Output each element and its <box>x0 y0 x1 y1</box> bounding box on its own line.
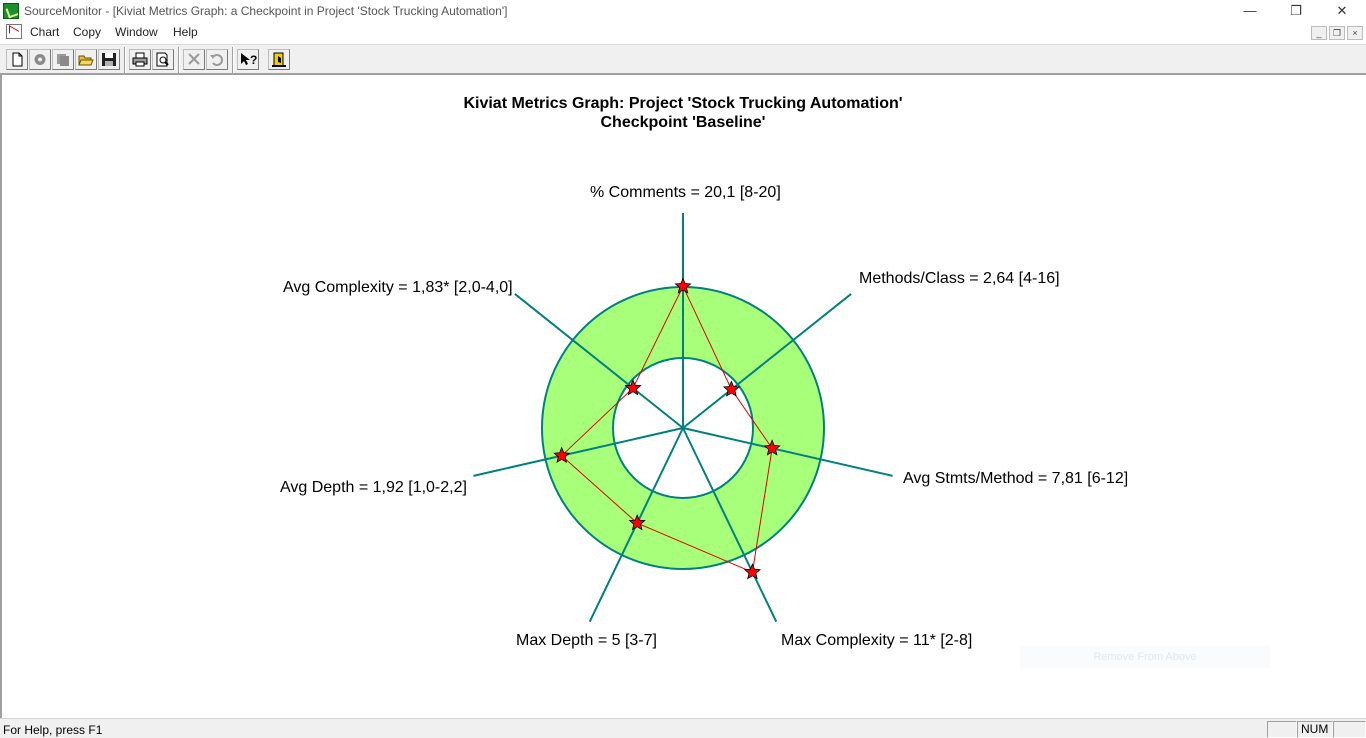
chart-title-line2: Checkpoint 'Baseline' <box>600 114 766 131</box>
axis-line-max-complexity <box>682 427 778 623</box>
metrics-polygon <box>560 285 773 573</box>
sourcemonitor-app-icon[interactable] <box>3 3 19 19</box>
menu-copy[interactable]: Copy <box>73 25 102 39</box>
axis-label-avg-stmts-method: Avg Stmts/Method = 7,81 [6-12] <box>903 470 1129 487</box>
context-help-button[interactable]: ? <box>237 49 259 70</box>
stack-button[interactable] <box>52 49 74 70</box>
context-help-icon: ? <box>241 53 257 67</box>
status-pane-scroll <box>1333 721 1366 738</box>
axis-line-methods-class <box>682 293 852 429</box>
menu-window[interactable]: Window <box>115 25 158 39</box>
print-preview-button[interactable] <box>152 49 174 70</box>
undo-button[interactable] <box>206 49 228 70</box>
exit-door-icon <box>272 52 286 67</box>
axis-line-avg-complexity <box>514 293 684 429</box>
axis-label-comments: % Comments = 20,1 [8-20] <box>590 184 781 201</box>
data-point-star--comments <box>674 277 692 294</box>
axis-label-max-depth: Max Depth = 5 [3-7] <box>516 632 657 649</box>
data-point-star-max-depth <box>628 514 646 531</box>
settings-button[interactable] <box>29 49 51 70</box>
open-button[interactable] <box>75 49 97 70</box>
chart-document-icon[interactable] <box>6 24 22 39</box>
menu-chart[interactable]: Chart <box>30 25 60 39</box>
toolbar: ? <box>0 44 1366 74</box>
axis-label-avg-complexity: Avg Complexity = 1,83* [2,0-4,0] <box>283 279 513 296</box>
data-point-star-methods-class <box>722 380 740 397</box>
mdi-restore-button[interactable]: ❐ <box>1329 26 1345 40</box>
delete-button[interactable] <box>183 49 205 70</box>
save-button[interactable] <box>98 49 120 70</box>
undo-icon <box>210 54 223 66</box>
new-button[interactable] <box>6 49 28 70</box>
open-folder-icon <box>78 55 94 66</box>
toolbar-separator <box>178 47 180 73</box>
minimize-window-button[interactable]: — <box>1243 3 1257 18</box>
axis-line-avg-depth <box>473 427 684 477</box>
maximize-window-button[interactable]: ❐ <box>1290 3 1302 18</box>
status-pane-empty <box>1267 721 1297 738</box>
normal-range-band <box>541 286 825 570</box>
axis-label-max-complexity: Max Complexity = 11* [2-8] <box>781 632 973 649</box>
mdi-close-button[interactable]: × <box>1347 26 1363 40</box>
axis-label-methods-class: Methods/Class = 2,64 [4-16] <box>859 270 1060 287</box>
menu-bar <box>0 22 1366 43</box>
delete-x-icon <box>188 53 200 65</box>
exit-button[interactable] <box>268 49 290 70</box>
mdi-minimize-button[interactable]: _ <box>1311 26 1327 40</box>
chart-title-line1: Kiviat Metrics Graph: Project 'Stock Tru… <box>463 95 903 112</box>
close-window-button[interactable]: ✕ <box>1336 3 1348 18</box>
faint-overlay-button[interactable]: Remove From Above <box>1020 646 1270 668</box>
gear-icon <box>34 54 46 65</box>
axis-line-avg-stmts-method <box>682 427 893 477</box>
data-point-star-avg-depth <box>553 446 571 464</box>
toolbar-separator <box>232 47 234 73</box>
menu-help[interactable]: Help <box>173 25 198 39</box>
save-disk-icon <box>102 53 116 66</box>
data-point-star-max-complexity <box>743 563 761 580</box>
axis-label-avg-depth: Avg Depth = 1,92 [1,0-2,2] <box>280 479 467 496</box>
print-preview-icon <box>156 52 169 67</box>
data-point-star-avg-stmts-method <box>763 439 781 456</box>
print-icon <box>132 52 148 67</box>
svg-text:?: ? <box>250 53 257 67</box>
title-bar[interactable]: SourceMonitor - [Kiviat Metrics Graph: a… <box>0 0 1366 22</box>
status-num-indicator: NUM <box>1297 721 1333 738</box>
toolbar-separator <box>124 47 126 73</box>
print-button[interactable] <box>129 49 151 70</box>
window-title: SourceMonitor - [Kiviat Metrics Graph: a… <box>24 4 508 18</box>
status-help-text: For Help, press F1 <box>3 723 103 737</box>
status-bar: For Help, press F1 NUM <box>0 718 1366 738</box>
new-document-icon <box>12 52 23 67</box>
data-point-star-avg-complexity <box>624 379 642 396</box>
stack-icon <box>57 54 69 66</box>
